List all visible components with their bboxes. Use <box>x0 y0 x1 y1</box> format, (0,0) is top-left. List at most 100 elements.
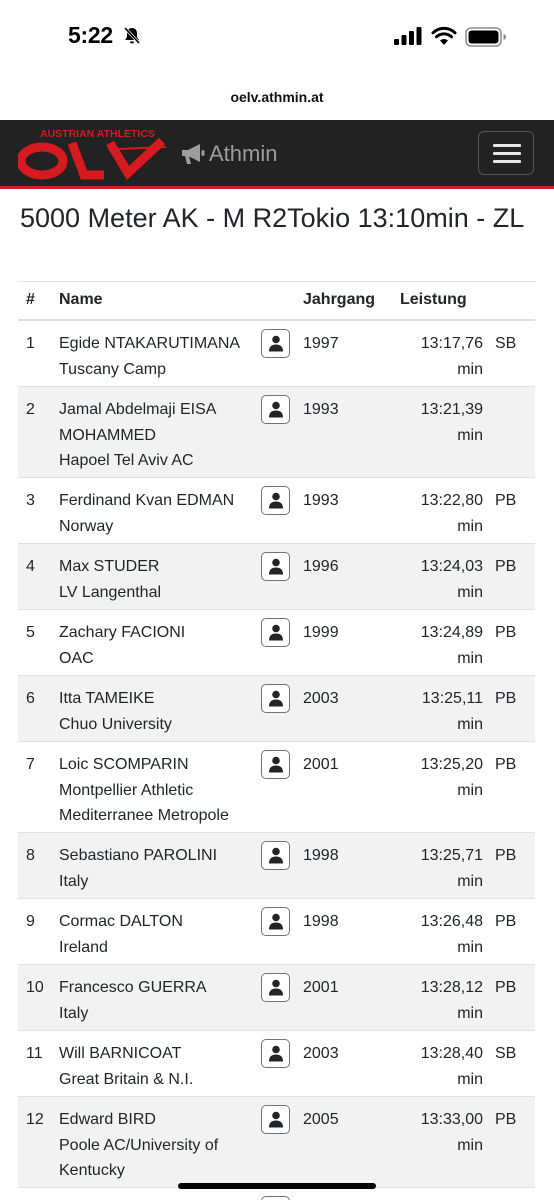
rank-value: 10 <box>26 979 44 996</box>
browser-url-bar[interactable]: oelv.athmin.at <box>0 76 554 120</box>
cell-profile <box>261 1097 303 1187</box>
table-row: 10 Francesco GUERRA Italy 2001 13:28,12 min PB <box>18 965 535 1031</box>
athlete-name: Sebastiano PAROLINI <box>59 847 218 864</box>
table-row: 7 Loic SCOMPARIN Montpellier Athletic Medi… <box>18 742 535 833</box>
cell-record <box>483 1188 535 1200</box>
person-icon <box>269 979 283 996</box>
athlete-profile-button[interactable] <box>261 973 290 1002</box>
person-icon <box>269 624 283 641</box>
athlete-profile-button[interactable] <box>261 841 290 870</box>
record-badge: PB <box>495 913 517 930</box>
results-table: # Name Jahrgang Leistung 1 Egide NTAKARUT… <box>18 281 535 1200</box>
page-title: 5000 Meter AK - M R2Tokio 13:10min - ZL <box>20 203 525 233</box>
result-unit: min <box>457 1136 483 1154</box>
table-row: 9 Cormac DALTON Ireland 1998 13:26,48 min PB <box>18 899 535 965</box>
megaphone-icon <box>182 144 205 164</box>
year-value: 1998 <box>303 913 339 930</box>
hamburger-icon-bar <box>493 160 521 163</box>
cell-profile <box>261 742 303 832</box>
athlete-profile-button[interactable] <box>261 395 290 424</box>
year-value: 2003 <box>303 1045 339 1062</box>
cell-record: SB <box>483 321 535 386</box>
cell-record: PB <box>483 676 535 741</box>
status-bar: 5:22 <box>0 0 554 76</box>
athlete-profile-button[interactable] <box>261 329 290 358</box>
rank-value: 3 <box>26 492 35 509</box>
oelv-logo[interactable]: AUSTRIAN ATHLETICS <box>18 125 168 181</box>
person-icon <box>269 690 283 707</box>
cell-year: 1998 <box>303 833 395 898</box>
hamburger-icon <box>493 144 521 147</box>
header-result: Leistung <box>400 291 467 308</box>
athlete-profile-button[interactable] <box>261 907 290 936</box>
cell-name: Itta TAMEIKE Chuo University <box>51 676 261 741</box>
cell-record: PB <box>483 965 535 1030</box>
result-time: 13:28,40 <box>420 1045 483 1062</box>
athlete-club: Hapoel Tel Aviv AC <box>59 452 194 469</box>
menu-toggle-button[interactable] <box>478 131 534 175</box>
result-unit: min <box>457 649 483 667</box>
status-time: 5:22 <box>68 22 113 48</box>
result-time: 13:17,76 <box>420 335 483 352</box>
cell-result: 13:26,48 min <box>395 899 483 964</box>
athlete-profile-button[interactable] <box>261 486 290 515</box>
table-row: 13Sebastian FREY 200213:35,33 <box>18 1188 535 1200</box>
result-unit: min <box>457 426 483 444</box>
cell-name: Zachary FACIONI OAC <box>51 610 261 675</box>
person-icon <box>269 1045 283 1062</box>
cell-rank: 3 <box>18 478 51 543</box>
record-badge: PB <box>495 1111 517 1128</box>
cell-result: 13:33,00 min <box>395 1097 483 1187</box>
person-icon <box>269 756 283 773</box>
cell-profile <box>261 965 303 1030</box>
athlete-club: Poole AC/University of Kentucky <box>59 1136 219 1180</box>
cell-profile <box>261 610 303 675</box>
athlete-profile-button[interactable] <box>261 1105 290 1134</box>
cell-name: Sebastiano PAROLINI Italy <box>51 833 261 898</box>
rank-value: 11 <box>26 1045 43 1062</box>
rank-value: 5 <box>26 624 35 641</box>
bell-muted-icon <box>123 26 141 45</box>
cellular-signal-icon <box>394 27 422 45</box>
cell-result: 13:21,39 min <box>395 387 483 477</box>
record-badge: PB <box>495 690 517 707</box>
table-row: 12 Edward BIRD Poole AC/University of Kent… <box>18 1097 535 1188</box>
cell-name: Will BARNICOAT Great Britain & N.I. <box>51 1031 261 1096</box>
record-badge: PB <box>495 847 517 864</box>
person-icon <box>269 847 283 864</box>
home-indicator <box>178 1183 376 1189</box>
athlete-profile-button[interactable] <box>261 1196 290 1200</box>
athlete-club: LV Langenthal <box>59 583 162 601</box>
athlete-profile-button[interactable] <box>261 1039 290 1068</box>
cell-rank: 1 <box>18 321 51 386</box>
athlete-name: Egide NTAKARUTIMANA <box>59 335 241 352</box>
brand-link[interactable]: Athmin <box>180 140 277 168</box>
athlete-profile-button[interactable] <box>261 684 290 713</box>
person-icon <box>269 492 283 509</box>
result-unit: min <box>457 781 483 799</box>
cell-name: Jamal Abdelmaji EISA MOHAMMED Hapoel Tel … <box>51 387 261 477</box>
cell-name: Max STUDER LV Langenthal <box>51 544 261 609</box>
athlete-profile-button[interactable] <box>261 552 290 581</box>
cell-profile <box>261 1031 303 1096</box>
cell-name: Sebastian FREY <box>51 1188 261 1200</box>
table-row: 8 Sebastiano PAROLINI Italy 1998 13:25,71 min… <box>18 833 535 899</box>
athlete-profile-button[interactable] <box>261 618 290 647</box>
cell-name: Ferdinand Kvan EDMAN Norway <box>51 478 261 543</box>
year-value: 2005 <box>303 1111 339 1128</box>
result-time: 13:22,80 <box>420 492 483 509</box>
cell-profile <box>261 544 303 609</box>
table-row: 4 Max STUDER LV Langenthal 1996 13:24,03 min P… <box>18 544 535 610</box>
cell-record: PB <box>483 833 535 898</box>
cell-name: Loic SCOMPARIN Montpellier Athletic Medit… <box>51 742 261 832</box>
athlete-name: Cormac DALTON <box>59 913 183 930</box>
rank-value: 8 <box>26 847 35 864</box>
person-icon <box>269 401 283 418</box>
athlete-name: Francesco GUERRA <box>59 979 207 996</box>
url-text[interactable]: oelv.athmin.at <box>230 89 324 105</box>
cell-result: 13:24,89 min <box>395 610 483 675</box>
cell-year: 1999 <box>303 610 395 675</box>
cell-result: 13:28,40 min <box>395 1031 483 1096</box>
brand-label: Athmin <box>209 141 278 166</box>
athlete-profile-button[interactable] <box>261 750 290 779</box>
